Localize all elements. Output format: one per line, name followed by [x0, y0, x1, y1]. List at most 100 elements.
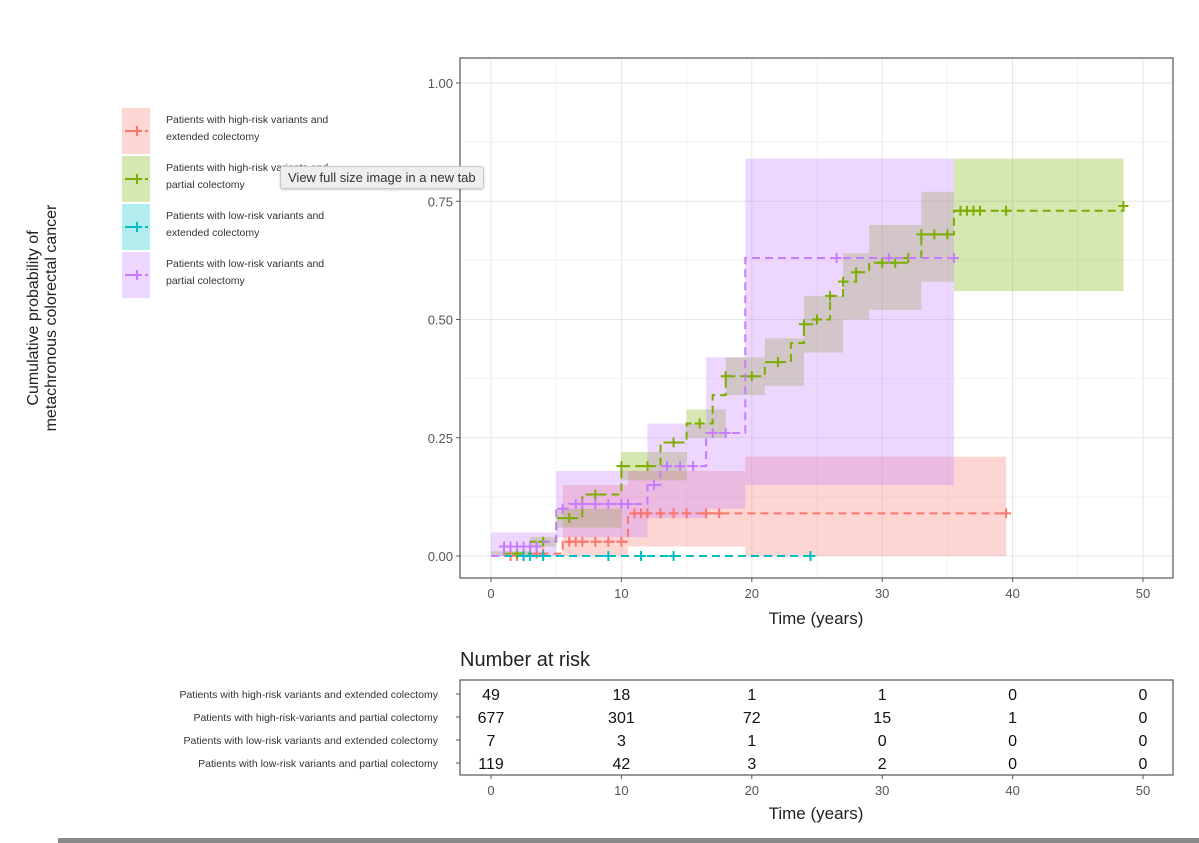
risk-count: 301: [608, 710, 635, 727]
censor-mark: [916, 229, 927, 240]
censor-mark: [707, 428, 718, 439]
risk-count: 7: [487, 733, 496, 750]
risk-count: 3: [747, 756, 756, 773]
censor-mark: [681, 508, 692, 519]
risk-count: 49: [482, 687, 500, 704]
censor-mark: [531, 541, 542, 552]
x-tick-label: 40: [1005, 586, 1019, 601]
y-tick-label: 0.25: [428, 431, 453, 446]
censor-mark: [812, 314, 822, 325]
view-full-size-tooltip: View full size image in a new tab: [280, 166, 484, 189]
censor-mark: [720, 371, 731, 382]
risk-count: 42: [613, 756, 631, 773]
legend-item-3: Patients with low-risk variants and parti…: [122, 252, 324, 298]
censor-mark: [1001, 205, 1012, 216]
risk-row-label: Patients with low-risk variants and exte…: [184, 735, 439, 747]
censor-mark: [616, 536, 627, 547]
x-tick-label: 10: [614, 586, 628, 601]
censor-mark: [851, 267, 862, 278]
censor-mark: [838, 276, 849, 287]
censor-mark: [538, 551, 549, 561]
censor-mark: [642, 461, 653, 472]
censor-marks-1: [512, 200, 1129, 559]
risk-count: 119: [478, 756, 504, 773]
ci-ribbon-1: [491, 158, 1124, 556]
risk-row-label: Patients with low-risk variants and part…: [198, 758, 439, 770]
risk-table-border: [459, 679, 1174, 776]
risk-x-tick-label: 30: [875, 783, 889, 798]
censor-mark: [525, 551, 536, 561]
censor-mark: [942, 229, 953, 240]
series-line-3: [491, 257, 954, 557]
risk-count: 2: [878, 756, 887, 773]
legend-label: Patients with low-risk variants and: [166, 258, 324, 270]
risk-x-tick-label: 0: [487, 783, 494, 798]
censor-mark: [603, 536, 614, 547]
risk-x-tick-label: 20: [745, 783, 759, 798]
risk-count: 1: [878, 687, 887, 704]
censor-mark: [890, 257, 901, 268]
censor-mark: [603, 551, 614, 561]
y-axis-label-line: metachronous colorectal cancer: [43, 204, 60, 431]
censor-mark: [714, 508, 725, 519]
y-axis-label: Cumulative probability ofmetachronous co…: [25, 204, 60, 431]
x-tick-label: 30: [875, 586, 889, 601]
risk-x-tick-label: 40: [1005, 783, 1019, 798]
risk-count: 1: [747, 687, 756, 704]
risk-count: 0: [1008, 687, 1017, 704]
risk-row-label: Patients with high-risk-variants and par…: [193, 712, 438, 724]
risk-count: 677: [478, 710, 505, 727]
legend-label: extended colectomy: [166, 227, 260, 239]
censor-mark: [805, 551, 816, 561]
risk-count: 0: [1139, 733, 1148, 750]
legend-censor-icon: [132, 126, 142, 136]
censor-mark: [655, 508, 666, 519]
censor-mark: [616, 461, 627, 472]
risk-count: 0: [1139, 710, 1148, 727]
censor-mark: [746, 371, 757, 382]
risk-count: 0: [878, 733, 887, 750]
risk-table-title: Number at risk: [460, 649, 591, 671]
scrollbar[interactable]: [58, 838, 1199, 843]
censor-mark: [798, 319, 809, 330]
risk-count: 3: [617, 733, 626, 750]
censor-mark: [720, 428, 731, 439]
legend-label: partial colectomy: [166, 179, 246, 191]
risk-x-tick-label: 10: [614, 783, 628, 798]
risk-count: 15: [873, 710, 891, 727]
legend-label: extended colectomy: [166, 131, 260, 143]
risk-x-axis-label: Time (years): [769, 804, 864, 823]
risk-count: 0: [1008, 756, 1017, 773]
ci-ribbon-0: [491, 456, 1007, 556]
risk-x-tick-label: 50: [1136, 783, 1150, 798]
risk-count: 18: [613, 687, 631, 704]
censor-mark: [622, 498, 633, 509]
censor-mark: [701, 508, 712, 519]
censor-mark: [1001, 508, 1012, 519]
censor-mark: [948, 253, 959, 264]
censor-mark: [635, 551, 646, 561]
censor-mark: [831, 253, 842, 264]
censor-mark: [975, 205, 985, 216]
censor-mark: [877, 257, 888, 268]
censor-mark: [649, 480, 659, 491]
censor-mark: [929, 229, 940, 240]
risk-count: 0: [1139, 687, 1148, 704]
risk-count: 1: [1008, 710, 1017, 727]
x-axis-label: Time (years): [769, 609, 864, 628]
censor-mark: [772, 357, 783, 368]
censor-mark: [825, 290, 836, 301]
censor-mark: [883, 253, 894, 264]
legend-item-1: Patients with high-risk variants andpart…: [122, 156, 328, 202]
censor-mark: [675, 461, 686, 472]
risk-count: 1: [747, 733, 756, 750]
censor-mark: [603, 498, 614, 509]
risk-count: 0: [1139, 756, 1148, 773]
risk-count: 72: [743, 710, 761, 727]
plot-border: [459, 57, 1174, 579]
censor-mark: [688, 461, 699, 472]
y-tick-label: 0.50: [428, 313, 453, 328]
censor-mark: [668, 551, 679, 561]
censor-mark: [557, 503, 568, 514]
legend-label: partial colectomy: [166, 275, 246, 287]
